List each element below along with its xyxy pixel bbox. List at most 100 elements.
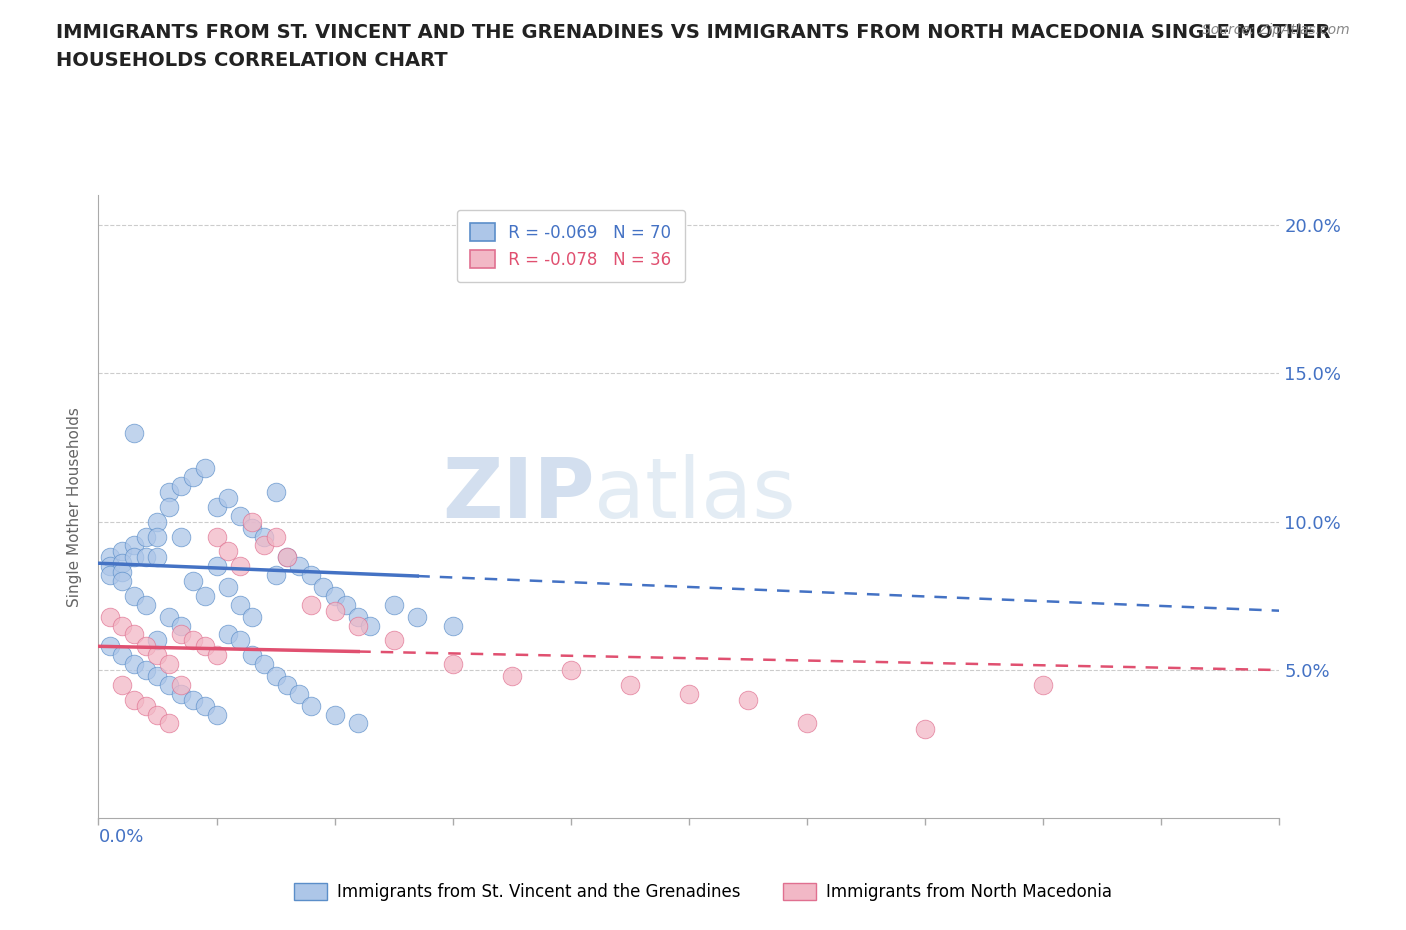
Point	[146, 633, 169, 648]
Point	[135, 639, 157, 654]
Point	[111, 574, 134, 589]
Point	[98, 550, 121, 565]
Point	[217, 490, 239, 505]
Point	[560, 662, 582, 677]
Point	[312, 579, 335, 594]
Legend: Immigrants from St. Vincent and the Grenadines, Immigrants from North Macedonia: Immigrants from St. Vincent and the Gren…	[287, 876, 1119, 908]
Point	[194, 461, 217, 476]
Point	[157, 485, 180, 499]
Point	[253, 538, 276, 552]
Point	[619, 677, 641, 692]
Point	[323, 707, 346, 722]
Point	[122, 425, 145, 440]
Point	[737, 692, 759, 707]
Point	[111, 648, 134, 663]
Point	[98, 639, 121, 654]
Point	[146, 707, 169, 722]
Point	[299, 567, 322, 582]
Point	[217, 544, 239, 559]
Point	[229, 633, 252, 648]
Point	[98, 567, 121, 582]
Point	[170, 479, 193, 494]
Point	[181, 692, 204, 707]
Point	[323, 604, 346, 618]
Point	[157, 609, 180, 624]
Point	[98, 559, 121, 574]
Point	[406, 609, 429, 624]
Point	[229, 509, 252, 524]
Point	[264, 485, 287, 499]
Point	[229, 597, 252, 612]
Point	[122, 692, 145, 707]
Point	[170, 677, 193, 692]
Point	[441, 618, 464, 633]
Point	[146, 648, 169, 663]
Point	[146, 514, 169, 529]
Point	[181, 470, 204, 485]
Point	[347, 716, 370, 731]
Point	[501, 669, 523, 684]
Point	[347, 618, 370, 633]
Y-axis label: Single Mother Households: Single Mother Households	[67, 407, 83, 606]
Point	[122, 550, 145, 565]
Point	[135, 550, 157, 565]
Point	[240, 520, 263, 535]
Text: IMMIGRANTS FROM ST. VINCENT AND THE GRENADINES VS IMMIGRANTS FROM NORTH MACEDONI: IMMIGRANTS FROM ST. VINCENT AND THE GREN…	[56, 23, 1330, 42]
Point	[194, 698, 217, 713]
Point	[135, 597, 157, 612]
Point	[135, 529, 157, 544]
Point	[240, 514, 263, 529]
Point	[122, 538, 145, 552]
Point	[205, 707, 228, 722]
Point	[299, 597, 322, 612]
Point	[347, 609, 370, 624]
Point	[135, 698, 157, 713]
Point	[170, 529, 193, 544]
Point	[359, 618, 381, 633]
Point	[181, 574, 204, 589]
Point	[335, 597, 357, 612]
Point	[253, 529, 276, 544]
Point	[253, 657, 276, 671]
Point	[914, 722, 936, 737]
Text: 0.0%: 0.0%	[98, 829, 143, 846]
Text: HOUSEHOLDS CORRELATION CHART: HOUSEHOLDS CORRELATION CHART	[56, 51, 449, 70]
Text: Source: ZipAtlas.com: Source: ZipAtlas.com	[1202, 23, 1350, 37]
Point	[111, 544, 134, 559]
Point	[382, 597, 405, 612]
Point	[264, 669, 287, 684]
Point	[170, 618, 193, 633]
Point	[170, 627, 193, 642]
Point	[122, 627, 145, 642]
Point	[229, 559, 252, 574]
Point	[288, 686, 311, 701]
Point	[678, 686, 700, 701]
Point	[240, 609, 263, 624]
Point	[111, 556, 134, 571]
Point	[122, 589, 145, 604]
Point	[217, 579, 239, 594]
Point	[157, 716, 180, 731]
Point	[441, 657, 464, 671]
Point	[157, 499, 180, 514]
Point	[382, 633, 405, 648]
Point	[276, 550, 298, 565]
Point	[299, 698, 322, 713]
Point	[288, 559, 311, 574]
Point	[194, 639, 217, 654]
Legend:  R = -0.069   N = 70,  R = -0.078   N = 36: R = -0.069 N = 70, R = -0.078 N = 36	[457, 210, 685, 282]
Point	[276, 550, 298, 565]
Point	[157, 657, 180, 671]
Point	[323, 589, 346, 604]
Point	[146, 669, 169, 684]
Point	[205, 648, 228, 663]
Point	[205, 499, 228, 514]
Point	[194, 589, 217, 604]
Point	[181, 633, 204, 648]
Point	[122, 657, 145, 671]
Point	[276, 677, 298, 692]
Point	[205, 529, 228, 544]
Point	[146, 529, 169, 544]
Point	[135, 662, 157, 677]
Point	[98, 609, 121, 624]
